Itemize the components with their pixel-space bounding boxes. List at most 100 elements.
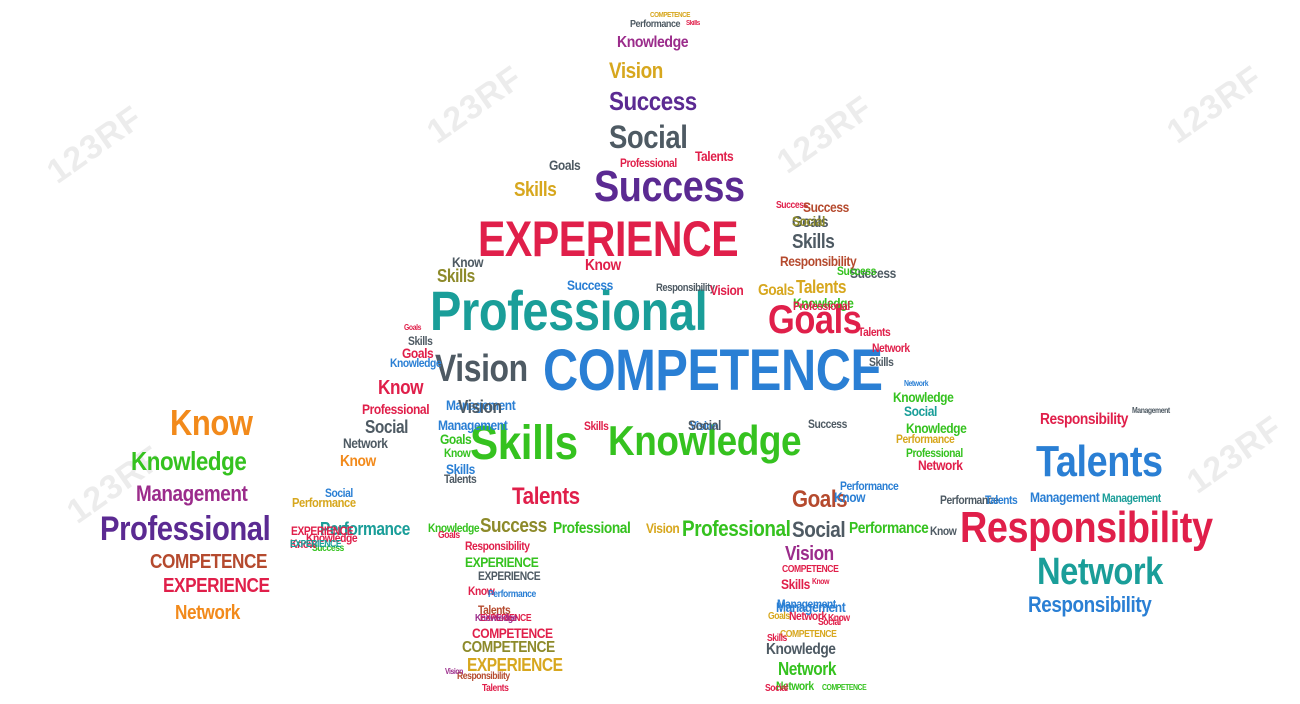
cloud-word: Knowledge xyxy=(475,613,518,624)
cloud-word: Skills xyxy=(514,179,557,201)
watermark-text: 123RF xyxy=(770,88,880,182)
cloud-word: EXPERIENCE xyxy=(478,211,739,267)
cloud-word: Know xyxy=(834,489,866,505)
cloud-word: Vision xyxy=(458,397,502,417)
cloud-word: Vision xyxy=(445,667,463,676)
cloud-word: Professional xyxy=(100,510,271,548)
cloud-word: Professional xyxy=(430,279,708,342)
cloud-word: Goals xyxy=(402,345,434,361)
cloud-word: Know xyxy=(585,257,621,274)
cloud-word: Social xyxy=(818,617,841,628)
cloud-word: Skills xyxy=(792,231,835,253)
cloud-word: Responsibility xyxy=(465,539,530,553)
watermark-text: 123RF xyxy=(1160,58,1270,152)
cloud-word: Management xyxy=(1102,491,1161,505)
cloud-word: Vision xyxy=(690,419,719,433)
cloud-word: Know xyxy=(812,577,830,586)
cloud-word: EXPERIENCE xyxy=(478,569,541,583)
cloud-word: Talents xyxy=(478,603,511,617)
cloud-word: Know xyxy=(290,537,317,551)
cloud-word: Performance xyxy=(849,520,929,537)
cloud-word: Talents xyxy=(695,148,734,164)
cloud-word: Know xyxy=(452,254,484,270)
cloud-word: Skills xyxy=(446,461,475,477)
cloud-word: Talents xyxy=(1036,437,1163,486)
cloud-word: Responsibility xyxy=(1040,411,1129,428)
cloud-word: Vision xyxy=(646,520,680,536)
cloud-word: EXPERIENCE xyxy=(290,539,342,550)
cloud-word: Professional xyxy=(906,446,963,460)
cloud-word: Skills xyxy=(408,334,433,348)
cloud-word: Goals xyxy=(768,611,790,622)
cloud-word: Success xyxy=(803,199,849,215)
cloud-word: Performance xyxy=(840,479,899,493)
cloud-word: Knowledge xyxy=(893,389,954,405)
cloud-word: Management xyxy=(1030,489,1100,505)
cloud-word: EXPERIENCE xyxy=(291,524,354,538)
cloud-word: Goals xyxy=(768,298,862,342)
cloud-word: Knowledge xyxy=(131,446,247,476)
cloud-word: Vision xyxy=(609,58,663,83)
cloud-word: COMPETENCE xyxy=(150,551,268,573)
cloud-word: Knowledge xyxy=(608,417,802,464)
cloud-word: Network xyxy=(1037,551,1163,593)
cloud-word: Performance xyxy=(940,493,999,507)
cloud-word: Talents xyxy=(858,325,891,339)
cloud-word: Knowledge xyxy=(390,356,442,370)
cloud-word: Responsibility xyxy=(457,671,510,682)
cloud-word: Talents xyxy=(796,277,847,297)
cloud-word: Network xyxy=(872,341,910,355)
cloud-word: Skills xyxy=(584,419,609,433)
cloud-word: Know xyxy=(340,453,376,470)
cloud-word: Knowledge xyxy=(793,295,854,311)
cloud-word: Knowledge xyxy=(617,34,689,51)
cloud-word: Goals xyxy=(438,530,460,541)
cloud-word: Professional xyxy=(620,156,677,170)
cloud-word: Success xyxy=(594,162,745,211)
cloud-word: COMPETENCE xyxy=(462,639,555,656)
cloud-word: Management xyxy=(777,597,836,611)
cloud-word: Skills xyxy=(869,355,894,369)
cloud-word: Performance xyxy=(488,589,536,600)
cloud-word: EXPERIENCE xyxy=(467,655,563,675)
cloud-word: Performance xyxy=(630,19,681,30)
cloud-word: Performance xyxy=(320,519,410,539)
cloud-word: Responsibility xyxy=(656,282,715,294)
cloud-word: Management xyxy=(1132,406,1170,415)
cloud-word: Management xyxy=(136,481,248,506)
watermark-text: 123RF xyxy=(420,58,530,152)
cloud-word: Social xyxy=(765,683,788,694)
cloud-word: Responsibility xyxy=(780,253,857,269)
cloud-word: Talents xyxy=(512,483,580,510)
cloud-word: EXPERIENCE xyxy=(480,613,532,624)
cloud-word: Success xyxy=(567,277,613,293)
cloud-word: EXPERIENCE xyxy=(465,554,539,570)
cloud-word: Success xyxy=(850,265,896,281)
cloud-word: Vision xyxy=(710,282,744,298)
cloud-word: Knowledge xyxy=(906,420,967,436)
cloud-word: Vision xyxy=(435,348,528,390)
cloud-word: Goals xyxy=(440,431,472,447)
cloud-word: Success xyxy=(312,543,344,554)
cloud-word: Social xyxy=(688,417,721,433)
cloud-word: Skills xyxy=(470,417,578,470)
cloud-word: Goals xyxy=(792,214,829,231)
cloud-word: Social xyxy=(792,213,825,229)
cloud-word: Professional xyxy=(793,299,850,313)
cloud-word: Network xyxy=(175,602,240,624)
watermark-text: 123RF xyxy=(40,98,150,192)
cloud-word: Responsibility xyxy=(1028,592,1152,617)
cloud-word: Network xyxy=(918,457,963,473)
cloud-word: Professional xyxy=(553,520,631,537)
cloud-word: Talents xyxy=(985,493,1018,507)
cloud-word: Know xyxy=(930,524,957,538)
cloud-word: EXPERIENCE xyxy=(163,575,270,597)
cloud-word: Success xyxy=(609,86,697,116)
cloud-word: Skills xyxy=(437,266,475,286)
cloud-word: Talents xyxy=(482,683,509,694)
cloud-word: Professional xyxy=(362,401,430,417)
cloud-word: Know xyxy=(828,613,850,624)
cloud-word: Know xyxy=(378,377,424,399)
cloud-word: Talents xyxy=(444,472,477,486)
